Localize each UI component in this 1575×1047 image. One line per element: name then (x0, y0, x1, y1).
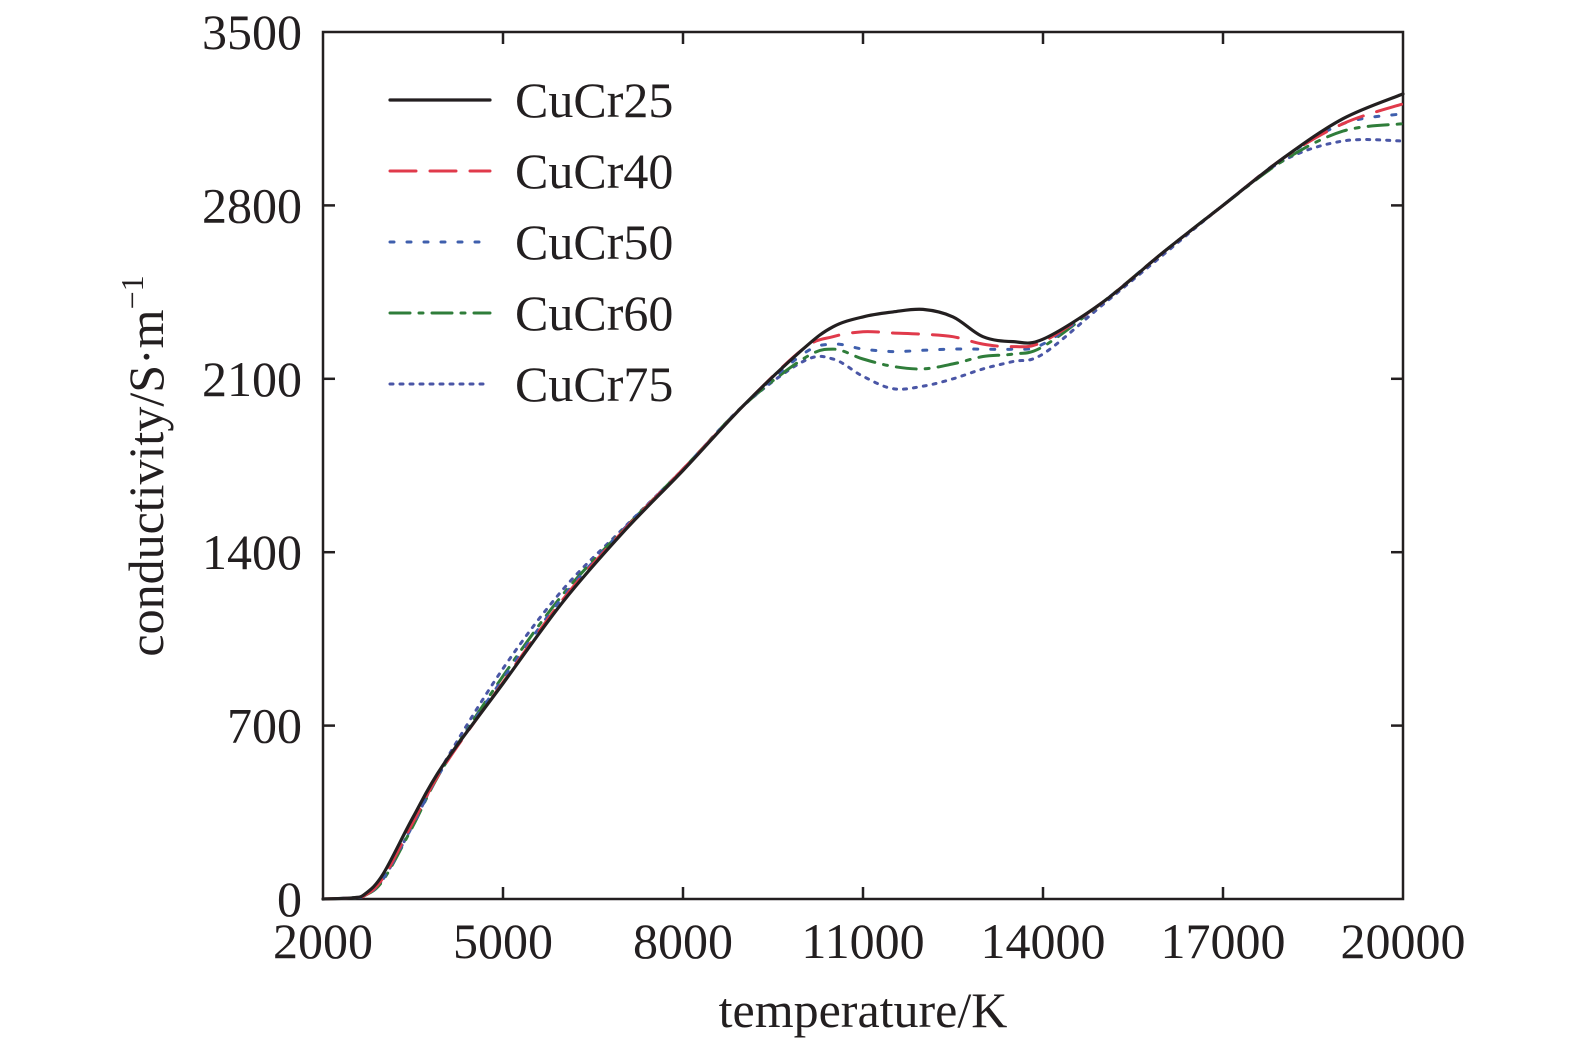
y-axis-label-main: conductivity/S·m (118, 309, 174, 656)
x-axis-label: temperature/K (719, 982, 1008, 1038)
y-tick-label: 2100 (202, 351, 302, 407)
y-tick-label: 3500 (202, 4, 302, 60)
y-tick-label: 700 (227, 698, 302, 754)
y-axis-label: conductivity/S·m−1 (114, 275, 174, 656)
series-line-cucr40 (321, 102, 1405, 901)
legend-label-cucr40: CuCr40 (515, 143, 673, 199)
x-tick-label: 2000 (273, 913, 373, 969)
x-tick-label: 20000 (1341, 913, 1466, 969)
x-tick-label: 5000 (453, 913, 553, 969)
legend: CuCr25 CuCr40 CuCr50 CuCr60 CuCr75 (388, 72, 673, 412)
x-tick-label: 11000 (801, 913, 924, 969)
legend-label-cucr50: CuCr50 (515, 214, 673, 270)
legend-label-cucr60: CuCr60 (515, 285, 673, 341)
legend-label-cucr25: CuCr25 (515, 72, 673, 128)
x-tick-label: 8000 (633, 913, 733, 969)
x-axis-ticks: 2000 5000 8000 11000 14000 17000 20000 (273, 32, 1466, 969)
y-tick-label: 2800 (202, 177, 302, 233)
x-tick-label: 14000 (981, 913, 1106, 969)
series-line-cucr75 (321, 138, 1405, 901)
plot-frame (321, 30, 1405, 901)
series-line-cucr50 (321, 112, 1405, 901)
series-line-cucr25 (321, 92, 1405, 901)
y-tick-label: 1400 (202, 524, 302, 580)
x-tick-label: 17000 (1161, 913, 1286, 969)
series-layer (321, 92, 1405, 901)
series-line-cucr60 (321, 122, 1405, 901)
y-tick-label: 0 (277, 871, 302, 927)
y-axis-ticks: 0 700 1400 2100 2800 3500 (202, 4, 1403, 927)
y-axis-label-exponent: −1 (114, 275, 150, 309)
legend-label-cucr75: CuCr75 (515, 356, 673, 412)
